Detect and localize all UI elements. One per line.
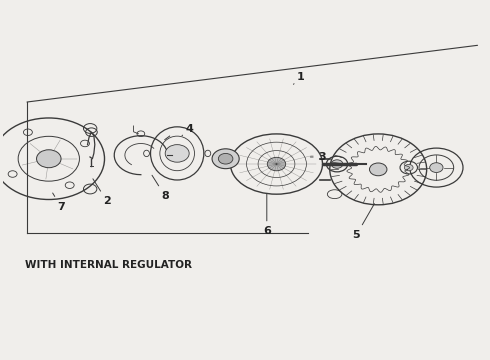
Circle shape — [369, 163, 387, 176]
Text: 6: 6 — [263, 193, 271, 237]
Circle shape — [212, 149, 239, 168]
Text: 7: 7 — [52, 193, 65, 212]
Circle shape — [430, 163, 443, 172]
Circle shape — [331, 160, 343, 168]
Circle shape — [165, 145, 189, 162]
Text: 5: 5 — [353, 204, 374, 240]
Circle shape — [267, 157, 286, 171]
Text: 2: 2 — [93, 179, 111, 206]
Circle shape — [404, 165, 413, 171]
Text: 1: 1 — [294, 72, 305, 84]
Circle shape — [37, 150, 61, 168]
Text: 4: 4 — [182, 123, 193, 136]
Text: 3: 3 — [310, 152, 326, 162]
Circle shape — [219, 153, 233, 164]
Text: 8: 8 — [152, 175, 169, 201]
Text: WITH INTERNAL REGULATOR: WITH INTERNAL REGULATOR — [24, 260, 192, 270]
